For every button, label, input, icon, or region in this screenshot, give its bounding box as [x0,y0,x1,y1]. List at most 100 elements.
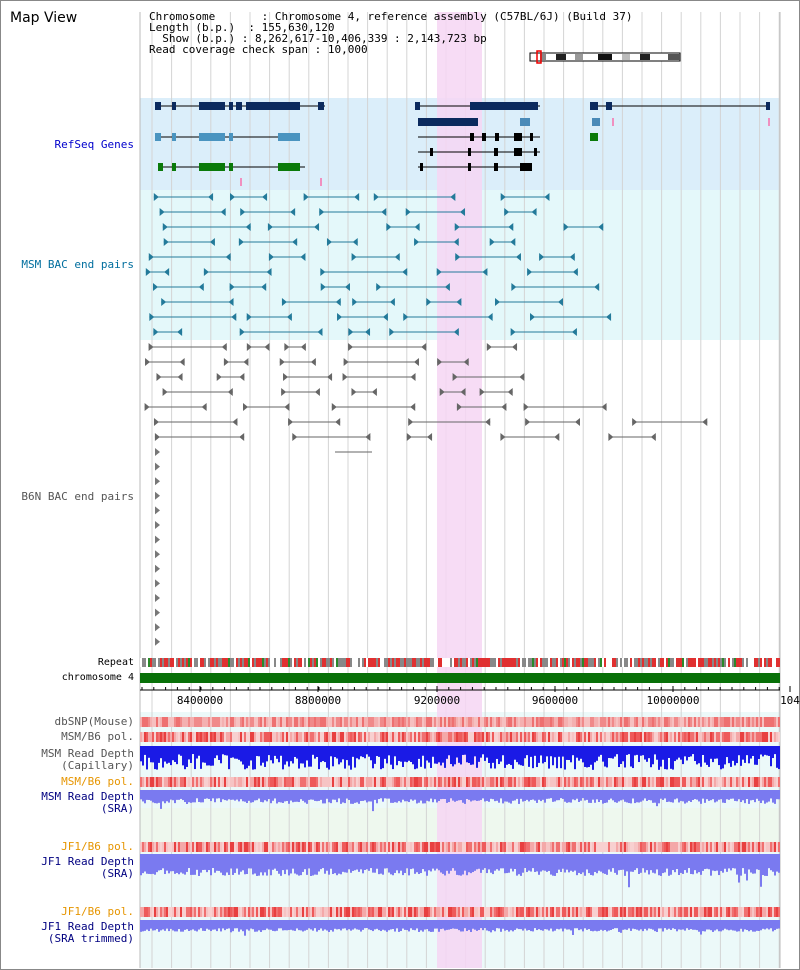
repeat-segment [516,658,518,667]
msm-b6-pol-2-cell [420,777,422,787]
msm-depth-sra-bar [420,790,422,801]
jf1-b6-pol-cell [374,842,376,852]
jf1-b6-pol-2-cell [604,907,606,917]
jf1-b6-pol-cell [268,842,270,852]
repeat-segment [494,658,496,667]
jf1-depth-sra-bar [508,854,510,873]
dbsnp-cell [504,717,506,727]
msm-depth-capillary-bar [622,746,624,762]
track-label-refseq-genes[interactable]: RefSeq Genes [54,138,134,151]
jf1-b6-pol-cell [580,842,582,852]
msm-depth-capillary-bar [464,746,466,755]
jf1-depth-trimmed-bar [206,920,208,929]
msm-bac-end-marker [320,283,326,291]
repeat-segment [690,658,692,667]
jf1-b6-pol-2-cell [550,907,552,917]
repeat-segment [334,658,336,667]
msm-depth-sra-bar [174,790,176,804]
msm-depth-sra-bar [672,790,674,803]
jf1-b6-pol-2-cell [508,907,510,917]
msm-b6-pol-2-cell [674,777,676,787]
msm-b6-pol-cell [296,732,298,742]
msm-depth-capillary-bar [674,746,676,762]
msm-depth-sra-bar [348,790,350,801]
msm-b6-pol-2-cell [622,777,624,787]
msm-bac-end-marker [453,328,459,336]
msm-depth-capillary-bar [310,746,312,767]
msm-depth-capillary-bar [542,746,544,764]
msm-b6-pol-2-cell [480,777,482,787]
dbsnp-cell [200,717,202,727]
repeat-segment [362,658,364,667]
jf1-depth-sra-bar [140,854,142,876]
refseq-gene-exon [236,102,242,110]
msm-depth-capillary-bar [142,746,144,766]
repeat-segment [406,658,408,667]
msm-b6-pol-cell [368,732,370,742]
msm-depth-sra-bar [540,790,542,802]
msm-bac-end-marker [344,283,350,291]
jf1-b6-pol-2-cell [524,907,526,917]
jf1-b6-pol-cell [464,842,466,852]
jf1-depth-trimmed-bar [684,920,686,931]
jf1-b6-pol-2-cell [160,907,162,917]
repeat-segment [592,658,594,667]
repeat-segment [256,658,258,667]
msm-b6-pol-2-cell [414,777,416,787]
msm-depth-sra-bar [574,790,576,801]
msm-b6-pol-2-cell [258,777,260,787]
jf1-b6-pol-cell [248,842,250,852]
msm-b6-pol-cell [626,732,628,742]
track-label-msm-bac[interactable]: MSM BAC end pairs [21,258,134,271]
jf1-b6-pol-2-cell [236,907,238,917]
msm-depth-capillary-bar [632,746,634,769]
msm-b6-pol-cell [714,732,716,742]
jf1-depth-sra-bar [484,854,486,869]
jf1-depth-trimmed-bar [382,920,384,930]
msm-depth-sra-bar [272,790,274,801]
repeat-segment [220,658,222,667]
msm-depth-sra-bar [384,790,386,799]
jf1-depth-sra-bar [498,854,500,871]
dbsnp-cell [542,717,544,727]
dbsnp-cell [688,717,690,727]
jf1-depth-trimmed-bar [510,920,512,931]
jf1-b6-pol-2-cell [712,907,714,917]
msm-b6-pol-cell [364,732,366,742]
jf1-depth-trimmed-bar [676,920,678,932]
track-label-msm-b6-pol-1: MSM/B6 pol. [61,730,134,743]
msm-b6-pol-2-cell [558,777,560,787]
msm-b6-pol-cell [696,732,698,742]
jf1-b6-pol-2-cell [174,907,176,917]
repeat-segment [640,658,642,667]
jf1-b6-pol-cell [422,842,424,852]
repeat-segment [720,658,722,667]
jf1-depth-trimmed-bar [574,920,576,929]
jf1-depth-sra-bar [688,854,690,869]
b6n-bac-end-marker [155,448,160,456]
dbsnp-cell [186,717,188,727]
msm-b6-pol-2-cell [686,777,688,787]
msm-depth-capillary-bar [232,746,234,758]
msm-b6-pol-2-cell [162,777,164,787]
repeat-segment [582,658,584,667]
repeat-segment [200,658,202,667]
msm-b6-pol-2-cell [680,777,682,787]
jf1-b6-pol-cell [680,842,682,852]
jf1-b6-pol-cell [762,842,764,852]
jf1-depth-sra-bar [300,854,302,876]
jf1-b6-pol-2-cell [384,907,386,917]
jf1-depth-sra-bar [664,854,666,873]
jf1-depth-sra-bar [538,854,540,875]
msm-depth-sra-bar [292,790,294,803]
track-label-b6n-bac[interactable]: B6N BAC end pairs [21,490,134,503]
jf1-depth-trimmed-bar [570,920,572,931]
jf1-depth-sra-bar [410,854,412,870]
jf1-b6-pol-2-cell [526,907,528,917]
msm-depth-capillary-bar [434,746,436,764]
msm-depth-capillary-bar [336,746,338,759]
track-label-msm-depth-sra-sub: (SRA) [100,802,134,815]
jf1-b6-pol-cell [700,842,702,852]
jf1-b6-pol-cell [222,842,224,852]
